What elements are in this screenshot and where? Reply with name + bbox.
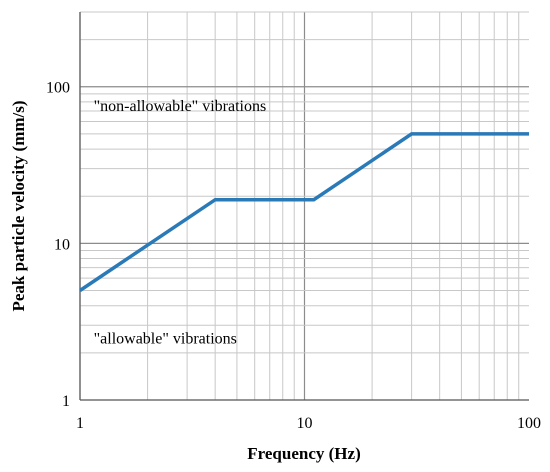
annotation-text: "allowable" vibrations: [94, 330, 237, 347]
grid: [79, 11, 529, 400]
x-tick-label: 10: [297, 415, 313, 432]
y-tick-label: 1: [62, 393, 70, 410]
y-tick-label: 10: [54, 236, 70, 253]
series-layer: [79, 132, 529, 292]
annotations: "non-allowable" vibrations "allowable" vi…: [94, 98, 267, 347]
y-axis-title: Peak particle velocity (mm/s): [9, 100, 28, 311]
x-tick-label: 100: [517, 415, 541, 432]
x-tick-label: 1: [76, 415, 84, 432]
tick-labels: 1 10 100 1 10 100: [46, 80, 541, 432]
plot-frame: [79, 12, 529, 401]
x-axis-title: Frequency (Hz): [247, 444, 360, 463]
y-tick-label: 100: [46, 80, 70, 97]
series-line-1: [79, 132, 529, 292]
annotation-text: "non-allowable" vibrations: [94, 98, 267, 115]
